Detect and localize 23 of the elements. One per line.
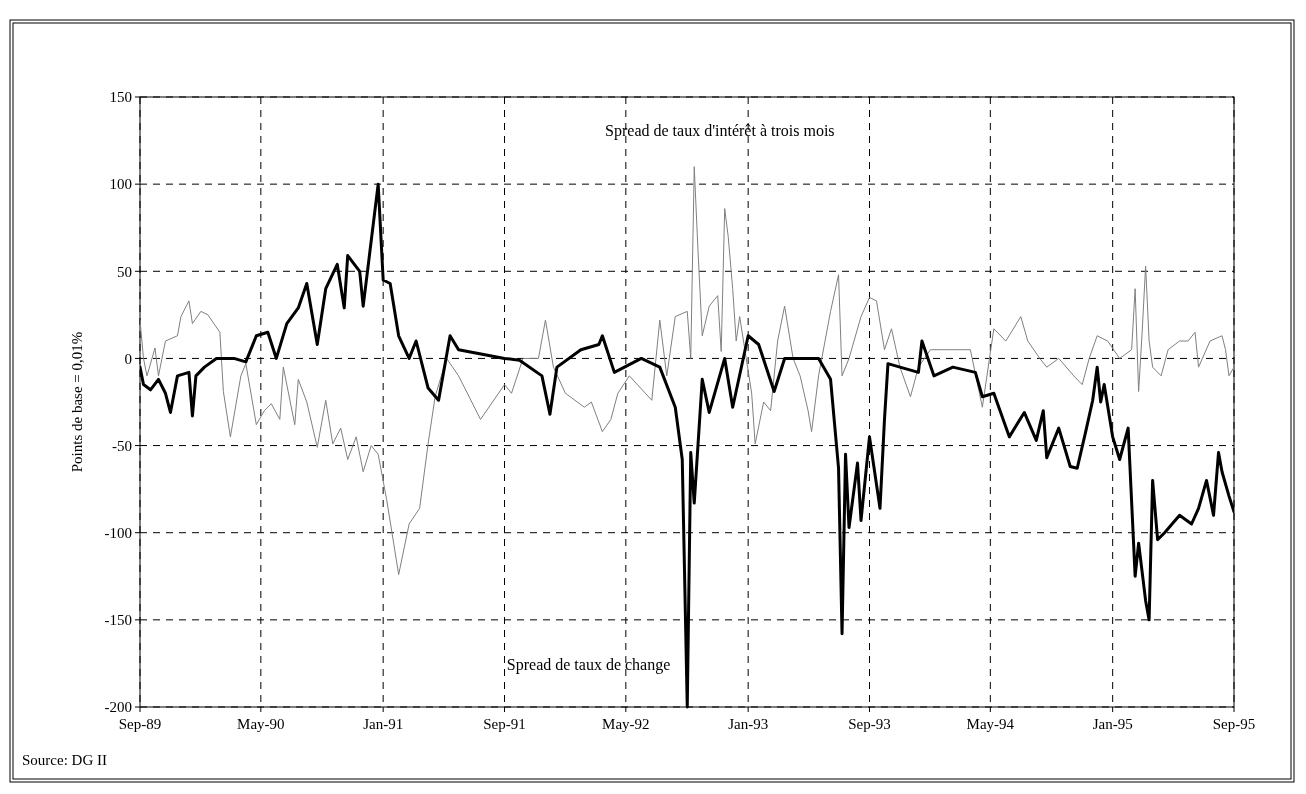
y-tick-label: 150: [109, 89, 132, 106]
x-tick-label: Sep-89: [118, 716, 162, 732]
series-label: Spread de taux de change: [506, 656, 671, 674]
x-tick-label: Jan-93: [728, 716, 769, 732]
y-tick-label: -150: [104, 612, 132, 629]
x-tick-label: May-94: [966, 716, 1015, 732]
x-tick-label: Jan-95: [1092, 716, 1133, 732]
x-tick-label: May-92: [602, 716, 650, 732]
y-axis-title: Points de base = 0,01%: [69, 331, 85, 473]
x-tick-label: May-90: [237, 716, 285, 732]
y-tick-label: 0: [124, 350, 132, 367]
x-tick-label: Sep-95: [1212, 716, 1256, 732]
text: Spread de taux d'intérêt à trois mois: [605, 122, 835, 140]
source-note: Source: DG II: [22, 752, 107, 768]
y-tick-label: 50: [117, 263, 132, 280]
x-tick-label: Jan-91: [363, 716, 404, 732]
x-tick-label: Sep-91: [483, 716, 526, 732]
y-tick-label: -50: [112, 437, 132, 454]
y-tick-label: -200: [104, 699, 132, 716]
x-tick-label: Sep-93: [848, 716, 891, 732]
y-tick-label: 100: [109, 176, 132, 193]
y-tick-label: -100: [104, 524, 132, 541]
line-series: [140, 166, 1234, 576]
